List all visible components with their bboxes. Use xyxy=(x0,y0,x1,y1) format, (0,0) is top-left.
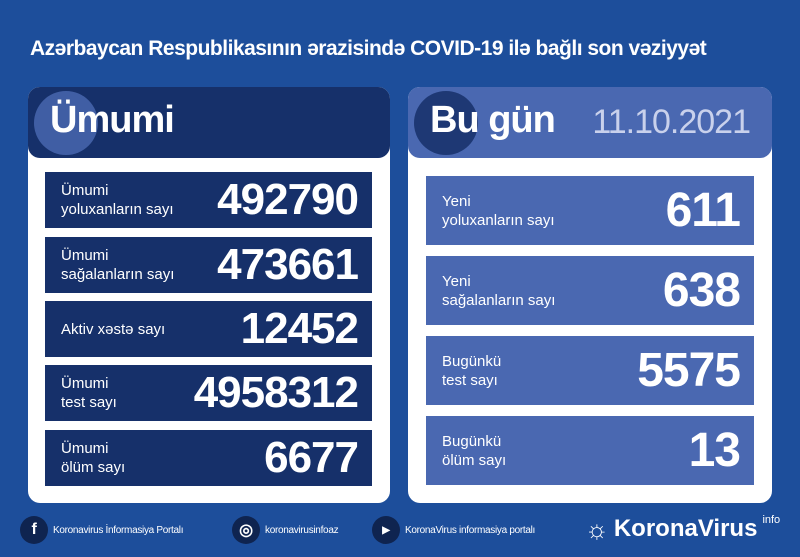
stat-label-line: Yeni xyxy=(442,272,471,290)
stat-label: Ümumi yoluxanların sayı xyxy=(61,181,174,219)
youtube-link[interactable]: ▶ KoronaVirus informasiya portalı xyxy=(372,516,535,544)
virus-icon xyxy=(414,91,478,155)
virus-icon xyxy=(34,91,98,155)
stat-value: 5575 xyxy=(637,344,741,397)
stat-label: Aktiv xəstə sayı xyxy=(61,320,165,339)
stat-value: 611 xyxy=(665,184,741,237)
stat-value: 12452 xyxy=(240,304,359,353)
today-panel: Bu gün 11.10.2021 Yeni yoluxanların sayı 6… xyxy=(408,87,772,503)
stat-label: Yeni yoluxanların sayı xyxy=(442,192,555,230)
stat-value: 13 xyxy=(688,424,741,477)
stat-label-line: Ümumi xyxy=(61,247,109,264)
stat-label: Ümumi sağalanların sayı xyxy=(61,246,174,284)
date: 11.10.2021 xyxy=(592,103,751,141)
youtube-label: KoronaVirus informasiya portalı xyxy=(405,524,536,536)
stat-label: Ümumi test sayı xyxy=(61,374,117,412)
stat-label-line: yoluxanların sayı xyxy=(442,211,555,229)
stat-box: Ümumi yoluxanların sayı 492790 xyxy=(45,172,372,228)
instagram-icon: ◎ xyxy=(232,516,260,544)
logo-sup: info xyxy=(762,514,781,526)
facebook-link[interactable]: f Koronavirus İnformasiya Portalı xyxy=(20,516,184,544)
stat-label-line: test sayı xyxy=(442,371,498,389)
total-panel: Ümumi Ümumi yoluxanların sayı 492790 Ümumi s… xyxy=(28,87,390,503)
stat-label-line: sağalanların sayı xyxy=(442,291,556,309)
stat-box: Ümumi ölüm sayı 6677 xyxy=(45,430,372,486)
stat-label: Bugünkü test sayı xyxy=(442,352,501,390)
stat-box: Aktiv xəstə sayı 12452 xyxy=(45,301,372,357)
stat-label-line: Aktiv xəstə sayı xyxy=(61,320,166,338)
stat-label: Yeni sağalanların sayı xyxy=(442,272,555,310)
total-header: Ümumi xyxy=(28,87,390,158)
koronavirus-logo: ☼ KoronaVirus info xyxy=(585,514,780,544)
stat-label-line: test sayı xyxy=(61,394,117,411)
stat-label-line: yoluxanların sayı xyxy=(61,201,174,218)
stat-label: Ümumi ölüm sayı xyxy=(61,439,125,477)
footer: f Koronavirus İnformasiya Portalı ◎ korona… xyxy=(0,510,800,550)
stat-box: Yeni sağalanların sayı 638 xyxy=(426,256,754,325)
stat-box: Yeni yoluxanların sayı 611 xyxy=(426,176,754,245)
stat-box: Ümumi sağalanların sayı 473661 xyxy=(45,237,372,293)
today-heading: Bu gün xyxy=(430,99,556,141)
sun-icon: ☼ xyxy=(585,514,609,544)
youtube-icon: ▶ xyxy=(372,516,400,544)
instagram-link[interactable]: ◎ koronavirusinfoaz xyxy=(232,516,339,544)
stat-value: 6677 xyxy=(264,433,359,482)
stat-box: Bugünkü ölüm sayı 13 xyxy=(426,416,754,485)
stat-label-line: Bugünkü xyxy=(442,352,502,370)
stat-box: Bugünkü test sayı 5575 xyxy=(426,336,754,405)
total-heading: Ümumi xyxy=(50,99,175,141)
page-title: Azərbaycan Respublikasının ərazisində CO… xyxy=(30,37,707,60)
stat-label-line: Bugünkü xyxy=(442,432,502,450)
stat-value: 638 xyxy=(662,264,741,317)
stat-label-line: Ümumi xyxy=(61,440,109,457)
stat-label: Bugünkü ölüm sayı xyxy=(442,432,506,470)
facebook-icon: f xyxy=(20,516,48,544)
stat-label-line: Ümumi xyxy=(61,182,109,199)
stat-label-line: ölüm sayı xyxy=(442,451,507,469)
instagram-label: koronavirusinfoaz xyxy=(265,524,339,536)
today-header: Bu gün 11.10.2021 xyxy=(408,87,772,158)
stat-box: Ümumi test sayı 4958312 xyxy=(45,365,372,421)
stat-value: 473661 xyxy=(217,240,359,289)
stat-label-line: ölüm sayı xyxy=(61,459,126,476)
stat-label-line: Yeni xyxy=(442,192,471,210)
stat-value: 492790 xyxy=(217,175,359,224)
stat-label-line: sağalanların sayı xyxy=(61,266,175,283)
logo-text: KoronaVirus xyxy=(613,515,758,542)
stat-value: 4958312 xyxy=(193,368,359,417)
stat-label-line: Ümumi xyxy=(61,375,109,392)
facebook-label: Koronavirus İnformasiya Portalı xyxy=(53,524,184,536)
